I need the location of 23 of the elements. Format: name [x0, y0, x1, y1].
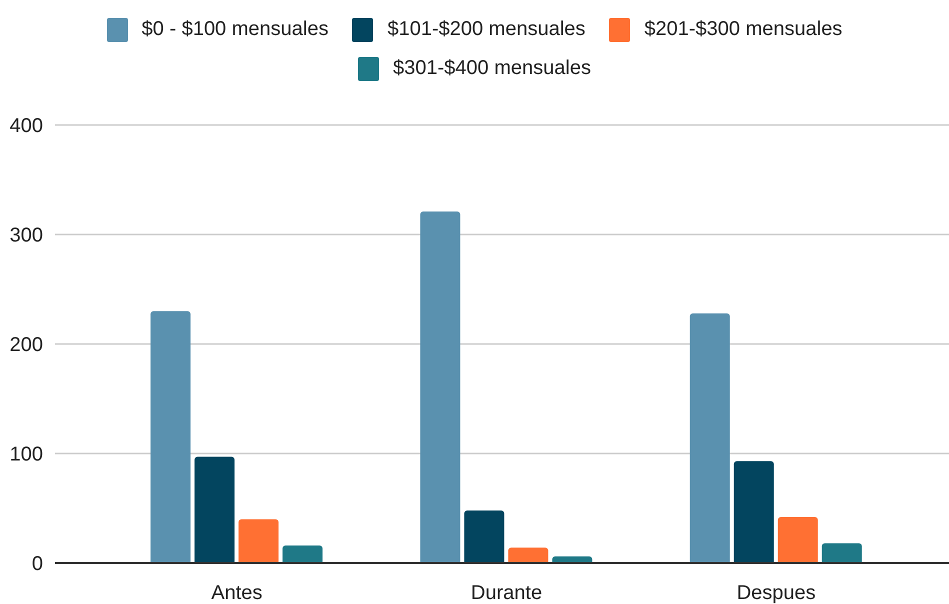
bar — [822, 543, 862, 563]
y-tick-label: 100 — [10, 444, 43, 466]
legend-label: $101-$200 mensuales — [387, 18, 586, 41]
bar — [238, 519, 279, 563]
y-tick-label: 0 — [32, 553, 43, 576]
bar — [508, 548, 548, 563]
x-tick-label: Despues — [736, 582, 816, 604]
x-tick-label: Durante — [470, 582, 542, 604]
y-tick-label: 300 — [10, 224, 43, 247]
bar — [690, 313, 730, 563]
bar — [420, 212, 460, 563]
bar — [150, 311, 191, 563]
bar — [734, 461, 774, 563]
bar — [778, 517, 818, 563]
legend-label: $0 - $100 mensuales — [142, 18, 328, 41]
legend-label: $201-$300 mensuales — [644, 18, 842, 41]
bar — [194, 456, 235, 563]
y-tick-label: 200 — [10, 334, 43, 356]
legend-label: $301-$400 mensuales — [393, 57, 591, 80]
y-tick-label: 400 — [10, 115, 43, 138]
bar — [464, 510, 504, 563]
x-tick-label: Antes — [211, 582, 262, 604]
bar — [282, 545, 323, 563]
